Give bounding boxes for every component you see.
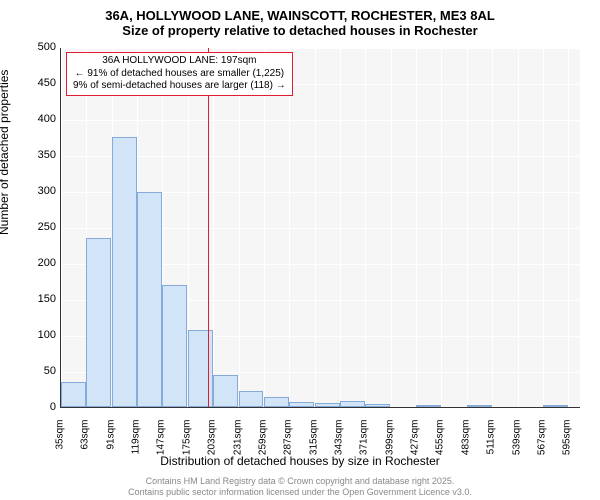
x-tick-label: 455sqm bbox=[435, 420, 446, 460]
histogram-bar bbox=[365, 404, 390, 407]
y-tick-label: 250 bbox=[26, 221, 56, 233]
grid-line bbox=[61, 48, 62, 407]
y-tick-label: 200 bbox=[26, 257, 56, 269]
annotation-larger-pct: 9% of semi-detached houses are larger (1… bbox=[73, 80, 286, 93]
chart-title-address: 36A, HOLLYWOOD LANE, WAINSCOTT, ROCHESTE… bbox=[0, 0, 600, 23]
histogram-bar bbox=[543, 405, 568, 407]
chart-title-subtitle: Size of property relative to detached ho… bbox=[0, 23, 600, 42]
grid-line bbox=[543, 48, 544, 407]
histogram-bar bbox=[289, 402, 314, 407]
histogram-bar bbox=[137, 192, 162, 407]
plot-area: 36A HOLLYWOOD LANE: 197sqm← 91% of detac… bbox=[60, 48, 580, 408]
histogram-bar bbox=[416, 405, 441, 407]
x-tick-label: 511sqm bbox=[486, 420, 497, 460]
y-tick-label: 500 bbox=[26, 41, 56, 53]
footer-line-1: Contains HM Land Registry data © Crown c… bbox=[0, 476, 600, 487]
property-marker-line bbox=[208, 48, 210, 407]
property-size-histogram: 36A, HOLLYWOOD LANE, WAINSCOTT, ROCHESTE… bbox=[0, 0, 600, 500]
x-tick-label: 119sqm bbox=[131, 420, 142, 460]
histogram-bar bbox=[264, 397, 289, 407]
x-tick-label: 315sqm bbox=[308, 420, 319, 460]
y-axis-label: Number of detached properties bbox=[0, 70, 11, 235]
grid-line bbox=[568, 48, 569, 407]
x-tick-label: 399sqm bbox=[384, 420, 395, 460]
property-annotation: 36A HOLLYWOOD LANE: 197sqm← 91% of detac… bbox=[66, 52, 293, 96]
grid-line bbox=[61, 48, 580, 49]
histogram-bar bbox=[112, 137, 137, 407]
histogram-bar bbox=[340, 401, 365, 407]
x-tick-label: 231sqm bbox=[232, 420, 243, 460]
x-tick-label: 147sqm bbox=[156, 420, 167, 460]
chart-footer: Contains HM Land Registry data © Crown c… bbox=[0, 476, 600, 498]
x-tick-label: 35sqm bbox=[55, 420, 66, 460]
x-tick-label: 175sqm bbox=[181, 420, 192, 460]
grid-line bbox=[340, 48, 341, 407]
y-tick-label: 450 bbox=[26, 77, 56, 89]
histogram-bar bbox=[86, 238, 111, 407]
histogram-bar bbox=[61, 382, 86, 407]
grid-line bbox=[61, 408, 580, 409]
grid-line bbox=[289, 48, 290, 407]
histogram-bar bbox=[213, 375, 238, 407]
histogram-bar bbox=[162, 285, 187, 407]
grid-line bbox=[239, 48, 240, 407]
histogram-bar bbox=[315, 403, 340, 407]
x-tick-label: 63sqm bbox=[80, 420, 91, 460]
y-tick-label: 150 bbox=[26, 293, 56, 305]
grid-line bbox=[492, 48, 493, 407]
grid-line bbox=[213, 48, 214, 407]
x-tick-label: 539sqm bbox=[511, 420, 522, 460]
grid-line bbox=[61, 120, 580, 121]
x-tick-label: 203sqm bbox=[207, 420, 218, 460]
grid-line bbox=[61, 156, 580, 157]
y-tick-label: 400 bbox=[26, 113, 56, 125]
x-tick-label: 595sqm bbox=[562, 420, 573, 460]
annotation-property-size: 36A HOLLYWOOD LANE: 197sqm bbox=[73, 55, 286, 68]
grid-line bbox=[416, 48, 417, 407]
grid-line bbox=[264, 48, 265, 407]
x-tick-label: 343sqm bbox=[334, 420, 345, 460]
grid-line bbox=[365, 48, 366, 407]
annotation-smaller-pct: ← 91% of detached houses are smaller (1,… bbox=[73, 68, 286, 81]
grid-line bbox=[518, 48, 519, 407]
x-tick-label: 371sqm bbox=[359, 420, 370, 460]
y-tick-label: 300 bbox=[26, 185, 56, 197]
grid-line bbox=[467, 48, 468, 407]
y-tick-label: 350 bbox=[26, 149, 56, 161]
grid-line bbox=[315, 48, 316, 407]
grid-line bbox=[441, 48, 442, 407]
x-tick-label: 91sqm bbox=[105, 420, 116, 460]
x-tick-label: 483sqm bbox=[460, 420, 471, 460]
grid-line bbox=[391, 48, 392, 407]
y-tick-label: 0 bbox=[26, 401, 56, 413]
y-tick-label: 50 bbox=[26, 365, 56, 377]
histogram-bar bbox=[239, 391, 264, 407]
y-tick-label: 100 bbox=[26, 329, 56, 341]
x-tick-label: 567sqm bbox=[536, 420, 547, 460]
histogram-bar bbox=[467, 405, 492, 407]
footer-line-2: Contains public sector information licen… bbox=[0, 487, 600, 498]
x-tick-label: 287sqm bbox=[283, 420, 294, 460]
x-tick-label: 259sqm bbox=[257, 420, 268, 460]
x-tick-label: 427sqm bbox=[410, 420, 421, 460]
